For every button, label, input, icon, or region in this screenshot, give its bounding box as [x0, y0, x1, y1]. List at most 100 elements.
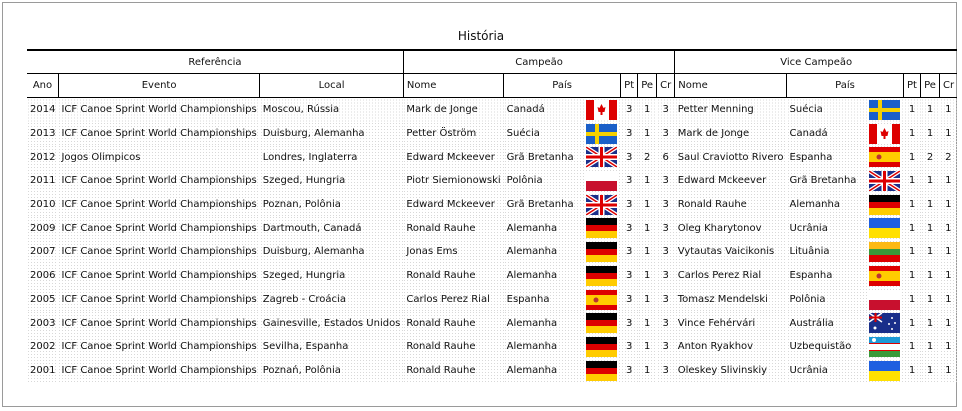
vice-pais-cell[interactable]: Canadá	[786, 121, 904, 146]
vice-cr-cell[interactable]: 1	[939, 287, 958, 312]
ano-cell[interactable]: 2012	[27, 145, 59, 170]
ano-cell[interactable]: 2009	[27, 216, 59, 241]
champion-nome-cell[interactable]: Edward Mckeever	[403, 192, 504, 217]
vice-pt-cell[interactable]: 1	[903, 192, 921, 217]
col-champion-nome-header[interactable]: Nome	[402, 73, 504, 98]
col-vice-pais-header[interactable]: País	[786, 73, 904, 98]
champion-pt-cell[interactable]: 3	[620, 97, 638, 122]
col-champion-cr-header[interactable]: Cr	[656, 73, 675, 98]
vice-pe-cell[interactable]: 1	[920, 263, 940, 288]
champion-pe-cell[interactable]: 1	[637, 240, 657, 264]
vice-nome-cell[interactable]: Oleg Kharytonov	[674, 216, 787, 241]
vice-nome-cell[interactable]: Anton Ryakhov	[674, 334, 787, 359]
champion-cr-cell[interactable]: 3	[656, 334, 675, 359]
champion-pt-cell[interactable]: 3	[620, 169, 638, 193]
vice-pt-cell[interactable]: 1	[903, 169, 921, 193]
champion-pt-cell[interactable]: 3	[620, 240, 638, 264]
vice-cr-cell[interactable]: 1	[939, 358, 958, 383]
champion-cr-cell[interactable]: 6	[656, 145, 675, 170]
local-cell[interactable]: Dartmouth, Canadá	[259, 216, 404, 241]
ano-cell[interactable]: 2002	[27, 334, 59, 359]
local-cell[interactable]: Gainesville, Estados Unidos	[259, 311, 404, 335]
vice-pt-cell[interactable]: 1	[903, 121, 921, 146]
vice-pe-cell[interactable]: 1	[920, 311, 940, 335]
champion-pt-cell[interactable]: 3	[620, 216, 638, 241]
vice-pais-cell[interactable]: Suécia	[786, 97, 904, 122]
local-cell[interactable]: Moscou, Rússia	[259, 97, 404, 122]
vice-pt-cell[interactable]: 1	[903, 358, 921, 383]
evento-cell[interactable]: ICF Canoe Sprint World Championships	[58, 240, 260, 264]
vice-nome-cell[interactable]: Tomasz Mendelski	[674, 287, 787, 312]
champion-pais-cell[interactable]: Alemanha	[503, 358, 621, 383]
vice-pais-cell[interactable]: Uzbequistão	[786, 334, 904, 359]
col-champion-pt-header[interactable]: Pt	[620, 73, 638, 98]
vice-cr-cell[interactable]: 1	[939, 121, 958, 146]
vice-nome-cell[interactable]: Petter Menning	[674, 97, 787, 122]
col-vice-pe-header[interactable]: Pe	[920, 73, 940, 98]
vice-pe-cell[interactable]: 1	[920, 192, 940, 217]
ano-cell[interactable]: 2003	[27, 311, 59, 335]
vice-pais-cell[interactable]: Alemanha	[786, 192, 904, 217]
champion-pe-cell[interactable]: 1	[637, 311, 657, 335]
vice-nome-cell[interactable]: Carlos Perez Rial	[674, 263, 787, 288]
champion-pais-cell[interactable]: Alemanha	[503, 311, 621, 335]
vice-nome-cell[interactable]: Vytautas Vaicikonis	[674, 240, 787, 264]
vice-pais-cell[interactable]: Grã Bretanha	[786, 169, 904, 193]
champion-cr-cell[interactable]: 3	[656, 263, 675, 288]
vice-cr-cell[interactable]: 1	[939, 263, 958, 288]
vice-nome-cell[interactable]: Ronald Rauhe	[674, 192, 787, 217]
local-cell[interactable]: Londres, Inglaterra	[259, 145, 404, 170]
vice-pais-cell[interactable]: Polônia	[786, 287, 904, 312]
champion-pe-cell[interactable]: 1	[637, 97, 657, 122]
champion-nome-cell[interactable]: Ronald Rauhe	[403, 216, 504, 241]
champion-pais-cell[interactable]: Alemanha	[503, 263, 621, 288]
evento-cell[interactable]: Jogos Olimpicos	[58, 145, 260, 170]
vice-cr-cell[interactable]: 1	[939, 334, 958, 359]
local-cell[interactable]: Duisburg, Alemanha	[259, 240, 404, 264]
champion-pt-cell[interactable]: 3	[620, 287, 638, 312]
champion-nome-cell[interactable]: Ronald Rauhe	[403, 263, 504, 288]
vice-pe-cell[interactable]: 1	[920, 169, 940, 193]
vice-cr-cell[interactable]: 2	[939, 145, 958, 170]
col-vice-pt-header[interactable]: Pt	[903, 73, 921, 98]
vice-pt-cell[interactable]: 1	[903, 240, 921, 264]
evento-cell[interactable]: ICF Canoe Sprint World Championships	[58, 169, 260, 193]
champion-cr-cell[interactable]: 3	[656, 192, 675, 217]
champion-nome-cell[interactable]: Jonas Ems	[403, 240, 504, 264]
evento-cell[interactable]: ICF Canoe Sprint World Championships	[58, 97, 260, 122]
champion-nome-cell[interactable]: Mark de Jonge	[403, 97, 504, 122]
evento-cell[interactable]: ICF Canoe Sprint World Championships	[58, 192, 260, 217]
champion-pais-cell[interactable]: Alemanha	[503, 216, 621, 241]
vice-pais-cell[interactable]: Espanha	[786, 263, 904, 288]
col-champion-pe-header[interactable]: Pe	[637, 73, 657, 98]
champion-cr-cell[interactable]: 3	[656, 216, 675, 241]
champion-cr-cell[interactable]: 3	[656, 358, 675, 383]
vice-pt-cell[interactable]: 1	[903, 263, 921, 288]
champion-pais-cell[interactable]: Alemanha	[503, 240, 621, 264]
vice-nome-cell[interactable]: Saul Craviotto Rivero	[674, 145, 787, 170]
vice-pe-cell[interactable]: 1	[920, 287, 940, 312]
col-local-header[interactable]: Local	[259, 73, 404, 98]
vice-pt-cell[interactable]: 1	[903, 216, 921, 241]
ano-cell[interactable]: 2011	[27, 169, 59, 193]
vice-pais-cell[interactable]: Ucrânia	[786, 358, 904, 383]
ano-cell[interactable]: 2007	[27, 240, 59, 264]
champion-pt-cell[interactable]: 3	[620, 145, 638, 170]
col-evento-header[interactable]: Evento	[57, 73, 260, 98]
champion-nome-cell[interactable]: Edward Mckeever	[403, 145, 504, 170]
champion-pe-cell[interactable]: 1	[637, 192, 657, 217]
champion-nome-cell[interactable]: Ronald Rauhe	[403, 311, 504, 335]
champion-cr-cell[interactable]: 3	[656, 97, 675, 122]
champion-pais-cell[interactable]: Polônia	[503, 169, 621, 193]
vice-pt-cell[interactable]: 1	[903, 311, 921, 335]
champion-pt-cell[interactable]: 3	[620, 192, 638, 217]
champion-pt-cell[interactable]: 3	[620, 358, 638, 383]
vice-nome-cell[interactable]: Vince Fehérvári	[674, 311, 787, 335]
ano-cell[interactable]: 2013	[27, 121, 59, 146]
vice-pe-cell[interactable]: 1	[920, 358, 940, 383]
champion-pe-cell[interactable]: 1	[637, 169, 657, 193]
champion-nome-cell[interactable]: Piotr Siemionowski	[403, 169, 504, 193]
vice-pt-cell[interactable]: 1	[903, 334, 921, 359]
local-cell[interactable]: Sevilha, Espanha	[259, 334, 404, 359]
vice-cr-cell[interactable]: 1	[939, 216, 958, 241]
